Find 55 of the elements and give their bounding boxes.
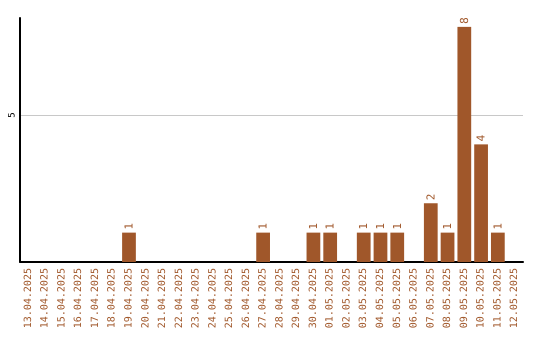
x-tick-label: 01.05.2025: [324, 268, 336, 328]
x-tick-label: 16.04.2025: [73, 268, 84, 328]
data-label: 1: [256, 222, 270, 230]
x-tick-label: 25.04.2025: [224, 268, 236, 328]
x-tick-label: 11.05.2025: [492, 268, 504, 328]
x-tick-label: 21.04.2025: [157, 268, 168, 328]
x-tick-label: 02.05.2025: [341, 268, 352, 328]
data-label: 8: [458, 17, 471, 24]
x-tick-label: 29.04.2025: [291, 268, 302, 328]
bar: [424, 203, 438, 262]
x-tick-label: 23.04.2025: [190, 268, 202, 328]
x-tick-label: 03.05.2025: [358, 268, 370, 328]
y-tick-label: 5: [8, 112, 18, 118]
x-tick-label: 10.05.2025: [476, 268, 487, 328]
x-tick-label: 27.04.2025: [258, 268, 269, 328]
bar: [323, 232, 338, 262]
bar: [306, 232, 320, 262]
data-label: 4: [474, 134, 488, 142]
x-tick-label: 19.04.2025: [123, 268, 134, 328]
data-label: 1: [324, 222, 337, 230]
x-tick-label: 28.04.2025: [274, 268, 286, 328]
x-tick-label: 22.04.2025: [174, 268, 185, 328]
x-tick-label: 13.04.2025: [22, 268, 34, 328]
bar: [457, 26, 472, 262]
data-label: 1: [374, 222, 387, 230]
bar: [490, 232, 505, 262]
bar: [390, 232, 404, 262]
bar: [440, 232, 454, 262]
data-label: 1: [390, 222, 404, 230]
x-tick-label: 18.04.2025: [106, 268, 118, 328]
bar: [474, 144, 488, 262]
x-tick-label: 06.05.2025: [408, 268, 420, 328]
bar: [122, 232, 136, 262]
bar: [356, 232, 371, 262]
x-tick-label: 24.04.2025: [207, 268, 218, 328]
data-label: 2: [424, 194, 438, 200]
data-label: 1: [122, 222, 136, 230]
data-label: 1: [441, 222, 454, 230]
bar: [374, 232, 388, 262]
bar: [256, 232, 270, 262]
x-tick-label: 08.05.2025: [442, 268, 454, 328]
x-tick-label: 17.04.2025: [90, 268, 101, 328]
data-label: 1: [357, 222, 370, 230]
x-tick-label: 20.04.2025: [140, 268, 152, 328]
x-tick-label: 12.05.2025: [509, 268, 520, 328]
x-tick-label: 04.05.2025: [374, 268, 386, 328]
data-label: 1: [306, 222, 320, 230]
x-tick-label: 26.04.2025: [240, 268, 252, 328]
x-tick-label: 15.04.2025: [56, 268, 68, 328]
x-tick-label: 30.04.2025: [308, 268, 319, 328]
data-label: 1: [491, 222, 504, 230]
x-tick-label: 05.05.2025: [392, 268, 403, 328]
x-tick-label: 07.05.2025: [425, 268, 436, 328]
x-tick-label: 09.05.2025: [458, 268, 470, 328]
x-tick-label: 14.04.2025: [40, 268, 51, 328]
